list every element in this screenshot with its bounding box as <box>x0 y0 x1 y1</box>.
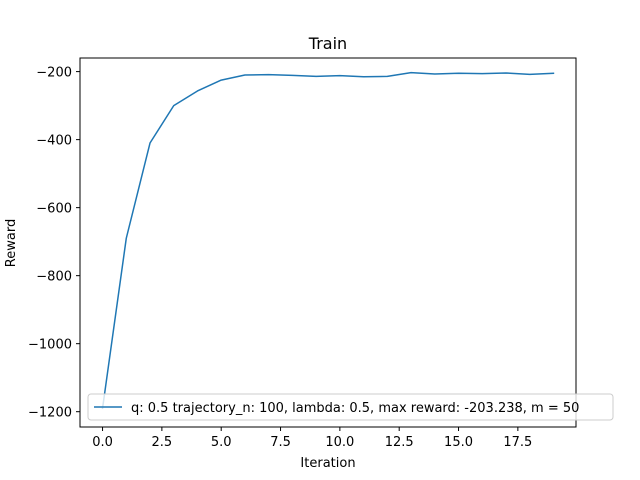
plot-frame <box>80 58 576 427</box>
x-tick-label: 17.5 <box>503 435 532 450</box>
y-tick-label: −800 <box>36 270 72 285</box>
y-axis: −1200 −1000 −800 −600 −400 −200 <box>28 66 80 421</box>
legend-box <box>87 393 614 421</box>
y-tick-label: −1000 <box>28 338 72 353</box>
x-tick-label: 5.0 <box>211 435 232 450</box>
plot-area <box>80 58 576 427</box>
y-tick-label: −1200 <box>28 406 72 421</box>
x-tick-label: 0.0 <box>92 435 113 450</box>
x-tick-label: 12.5 <box>385 435 414 450</box>
plot-border <box>79 57 577 428</box>
x-tick-label: 10.0 <box>325 435 354 450</box>
y-axis-label: Reward <box>4 219 19 267</box>
x-tick-label: 15.0 <box>444 435 473 450</box>
chart-title: Train <box>308 34 347 53</box>
x-axis: 0.0 2.5 5.0 7.5 10.0 12.5 15.0 17.5 <box>92 427 532 450</box>
y-tick-label: −200 <box>36 66 72 81</box>
y-tick-label: −600 <box>36 202 72 217</box>
x-axis-label: Iteration <box>300 456 355 471</box>
legend: q: 0.5 trajectory_n: 100, lambda: 0.5, m… <box>87 393 614 421</box>
x-tick-label: 2.5 <box>152 435 173 450</box>
y-tick-label: −400 <box>36 134 72 149</box>
x-tick-label: 7.5 <box>270 435 291 450</box>
series-line-0 <box>101 71 555 410</box>
legend-label: q: 0.5 trajectory_n: 100, lambda: 0.5, m… <box>131 401 579 416</box>
series-layer <box>101 71 555 410</box>
